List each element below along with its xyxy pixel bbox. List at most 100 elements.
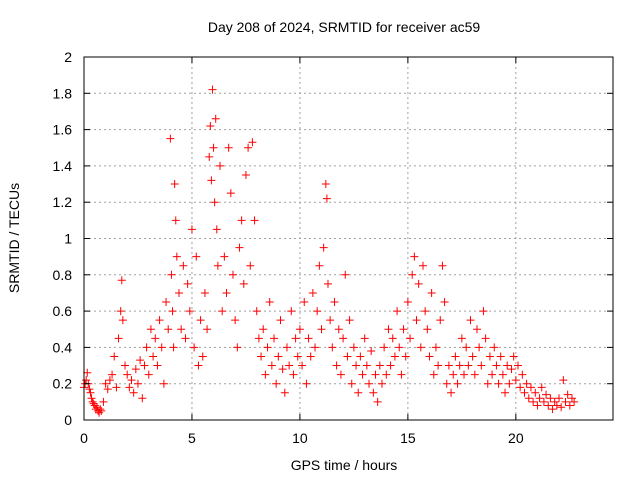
data-point: [190, 343, 199, 352]
data-point: [488, 370, 497, 379]
data-point: [300, 298, 309, 307]
data-point: [412, 316, 421, 325]
data-point: [393, 307, 402, 316]
data-point: [92, 403, 101, 412]
data-point: [550, 397, 559, 406]
data-point: [306, 352, 315, 361]
data-point: [213, 261, 222, 270]
data-point: [552, 401, 561, 410]
data-point: [175, 288, 184, 297]
data-point: [252, 307, 261, 316]
data-point: [524, 394, 533, 403]
data-point: [438, 261, 447, 270]
data-point: [192, 252, 201, 261]
data-point: [423, 325, 432, 334]
y-tick-label: 0.8: [53, 267, 73, 283]
data-point: [117, 276, 126, 285]
data-point: [155, 316, 164, 325]
data-point: [254, 334, 263, 343]
data-point: [358, 370, 367, 379]
data-point: [507, 365, 516, 374]
data-point: [401, 352, 410, 361]
data-point: [142, 343, 151, 352]
data-point: [228, 270, 237, 279]
data-point: [149, 352, 158, 361]
data-point: [410, 252, 419, 261]
data-point: [194, 361, 203, 370]
data-point: [151, 334, 160, 343]
data-point: [334, 325, 343, 334]
data-point: [181, 334, 190, 343]
data-point: [349, 343, 358, 352]
data-point: [360, 334, 369, 343]
data-point: [218, 307, 227, 316]
data-point: [112, 383, 121, 392]
data-point: [395, 343, 404, 352]
data-point: [224, 143, 233, 152]
data-point: [164, 325, 173, 334]
plot-frame: [83, 56, 614, 421]
data-point: [205, 152, 214, 161]
data-point: [345, 316, 354, 325]
data-point: [447, 388, 456, 397]
data-point: [455, 361, 464, 370]
data-point: [440, 298, 449, 307]
data-point: [210, 198, 219, 207]
data-point: [287, 307, 296, 316]
data-point: [87, 394, 96, 403]
data-point: [261, 370, 270, 379]
data-point: [567, 394, 576, 403]
data-point: [511, 376, 520, 385]
data-point: [322, 194, 331, 203]
data-point: [86, 388, 95, 397]
data-point: [434, 361, 443, 370]
data-point: [263, 343, 272, 352]
data-point: [496, 352, 505, 361]
data-point: [88, 397, 97, 406]
data-point: [308, 288, 317, 297]
data-point: [153, 361, 162, 370]
data-point: [323, 279, 332, 288]
data-point: [518, 370, 527, 379]
data-point: [462, 343, 471, 352]
data-point: [449, 370, 458, 379]
data-point: [516, 383, 525, 392]
data-point: [339, 334, 348, 343]
data-point: [144, 370, 153, 379]
data-point: [231, 316, 240, 325]
data-point: [179, 261, 188, 270]
data-point: [233, 343, 242, 352]
data-point: [105, 376, 114, 385]
y-tick-label: 1.8: [53, 85, 73, 101]
data-point: [295, 325, 304, 334]
data-point: [371, 370, 380, 379]
y-tick-label: 1.6: [53, 122, 73, 138]
data-point: [257, 352, 266, 361]
data-point: [356, 352, 365, 361]
data-point: [442, 379, 451, 388]
data-point: [505, 379, 514, 388]
data-point: [544, 401, 553, 410]
data-point: [276, 316, 285, 325]
data-point: [494, 379, 503, 388]
y-tick-label: 0.4: [53, 339, 73, 355]
data-point: [267, 361, 276, 370]
data-point: [341, 270, 350, 279]
y-tick-label: 1.4: [53, 158, 73, 174]
data-point: [336, 370, 345, 379]
y-axis-label: SRMTID / TECUs: [6, 183, 22, 293]
data-point: [138, 394, 147, 403]
data-point: [170, 180, 179, 189]
data-point: [220, 252, 229, 261]
data-point: [177, 325, 186, 334]
data-point: [203, 325, 212, 334]
data-point: [140, 361, 149, 370]
data-point: [436, 316, 445, 325]
data-point: [457, 334, 466, 343]
data-point: [222, 288, 231, 297]
data-point: [157, 343, 166, 352]
data-point: [211, 114, 220, 123]
data-point: [464, 361, 473, 370]
data-point: [472, 325, 481, 334]
data-point: [490, 343, 499, 352]
